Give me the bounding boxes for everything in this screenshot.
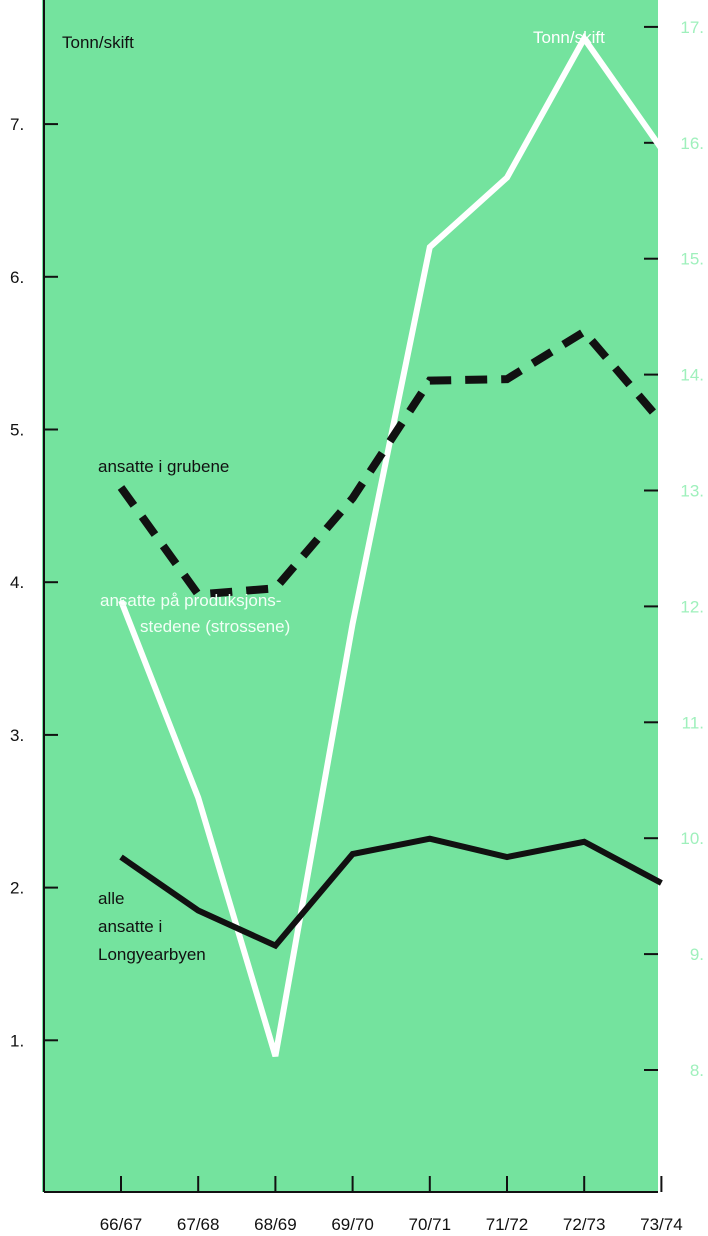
x-tick-label: 69/70 <box>331 1215 374 1234</box>
annotation-grubene: ansatte i grubene <box>98 457 229 476</box>
annotation-alle-line1: alle <box>98 889 124 908</box>
x-tick-label: 68/69 <box>254 1215 297 1234</box>
right-tick-label: 15. <box>680 250 704 269</box>
right-tick-label: 9. <box>690 945 704 964</box>
left-tick-label: 7. <box>10 115 24 134</box>
left-tick-label: 2. <box>10 879 24 898</box>
series-line-alle <box>119 835 663 950</box>
x-tick-label: 66/67 <box>100 1215 143 1234</box>
right-tick-label: 17. <box>680 18 704 37</box>
left-tick-label: 5. <box>10 421 24 440</box>
right-tick-label: 12. <box>680 597 704 616</box>
x-tick-label: 67/68 <box>177 1215 220 1234</box>
right-tick-label: 10. <box>680 829 704 848</box>
x-tick-label: 72/73 <box>563 1215 606 1234</box>
right-axis-title: Tonn/skift <box>533 28 605 47</box>
right-tick-label: 13. <box>680 482 704 501</box>
series-line-grubene <box>117 326 665 599</box>
x-tick-label: 71/72 <box>486 1215 529 1234</box>
right-tick-label: 8. <box>690 1061 704 1080</box>
left-tick-label: 1. <box>10 1031 24 1050</box>
left-tick-label: 4. <box>10 573 24 592</box>
x-tick-label: 73/74 <box>640 1215 683 1234</box>
left-tick-label: 3. <box>10 726 24 745</box>
left-tick-label: 6. <box>10 268 24 287</box>
annotation-alle-line3: Longyearbyen <box>98 945 206 964</box>
plot-background <box>42 0 658 1192</box>
right-tick-label: 14. <box>680 366 704 385</box>
left-axis-title: Tonn/skift <box>62 33 134 52</box>
x-tick-label: 70/71 <box>409 1215 452 1234</box>
annotation-produksjon-line2: stedene (strossene) <box>140 617 290 636</box>
annotation-alle-line2: ansatte i <box>98 917 162 936</box>
right-tick-label: 16. <box>680 134 704 153</box>
right-tick-label: 11. <box>682 713 704 732</box>
annotation-produksjon-line1: ansatte på produksjons- <box>100 591 281 610</box>
